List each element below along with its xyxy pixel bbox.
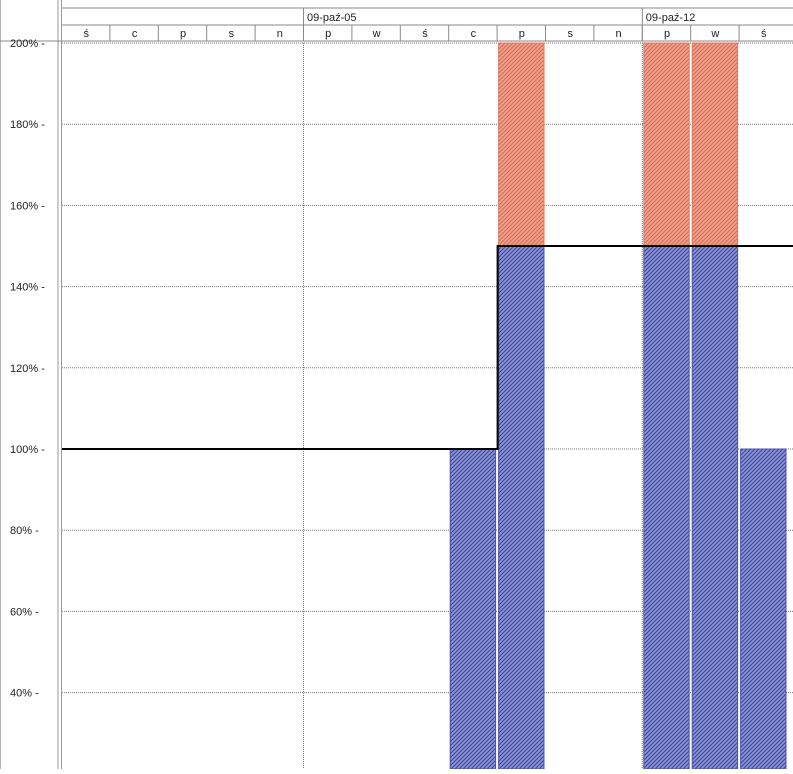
y-tick-label: 120% - — [10, 363, 45, 375]
bar-overallocated — [499, 43, 544, 246]
day-label: p — [664, 28, 670, 40]
day-label: w — [372, 28, 381, 40]
y-axis-panel — [0, 0, 62, 769]
day-label: n — [616, 28, 622, 40]
day-label: p — [180, 28, 186, 40]
day-label: p — [519, 28, 525, 40]
day-label: n — [277, 28, 283, 40]
bar-allocated — [741, 449, 786, 769]
day-label: c — [471, 28, 477, 40]
bar-allocated — [692, 246, 737, 769]
day-label: w — [710, 28, 719, 40]
y-tick-label: 60% - — [10, 606, 39, 618]
y-tick-label: 80% - — [10, 525, 39, 537]
y-tick-label: 140% - — [10, 282, 45, 294]
bar-allocated — [644, 246, 689, 769]
day-label: s — [567, 28, 573, 40]
y-tick-label: 180% - — [10, 119, 45, 131]
day-label: ś — [422, 28, 428, 40]
day-label: s — [229, 28, 235, 40]
bar-allocated — [499, 246, 544, 769]
day-label: c — [132, 28, 138, 40]
y-tick-label: 100% - — [10, 444, 45, 456]
week-label: 09-paź-05 — [307, 12, 357, 24]
day-label: ś — [83, 28, 89, 40]
day-label: p — [325, 28, 331, 40]
bar-overallocated — [692, 43, 737, 246]
y-tick-label: 200% - — [10, 38, 45, 50]
y-tick-label: 40% - — [10, 688, 39, 700]
bar-allocated — [450, 449, 495, 769]
week-label: 09-paź-12 — [646, 12, 696, 24]
day-label: ś — [761, 28, 767, 40]
y-tick-label: 160% - — [10, 200, 45, 212]
bar-overallocated — [644, 43, 689, 246]
